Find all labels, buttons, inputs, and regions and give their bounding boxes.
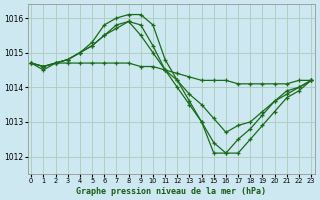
- X-axis label: Graphe pression niveau de la mer (hPa): Graphe pression niveau de la mer (hPa): [76, 187, 266, 196]
